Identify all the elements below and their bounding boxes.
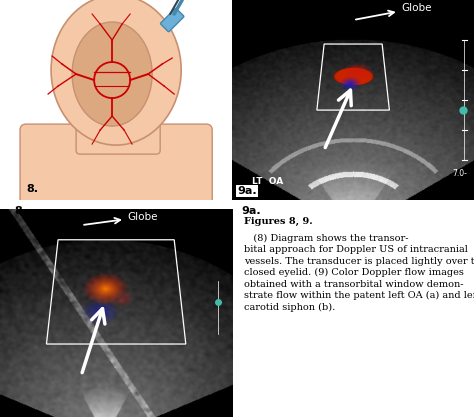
Text: 8.: 8. [14,206,26,216]
Text: (8) Diagram shows the transor-
bital approach for Doppler US of intracranial
ves: (8) Diagram shows the transor- bital app… [245,234,474,312]
Ellipse shape [72,22,152,126]
Text: 9a.: 9a. [237,186,257,196]
FancyBboxPatch shape [161,8,184,32]
Text: 7.0-: 7.0- [452,169,467,178]
Text: 8.: 8. [26,184,38,194]
Text: Globe: Globe [356,3,432,20]
Ellipse shape [51,0,181,145]
FancyBboxPatch shape [20,124,212,206]
Text: 9a.: 9a. [242,206,261,216]
Text: Figures 8, 9.: Figures 8, 9. [245,217,313,226]
Text: LT  OA: LT OA [252,177,283,186]
Text: Globe: Globe [84,212,158,225]
FancyBboxPatch shape [76,106,160,154]
